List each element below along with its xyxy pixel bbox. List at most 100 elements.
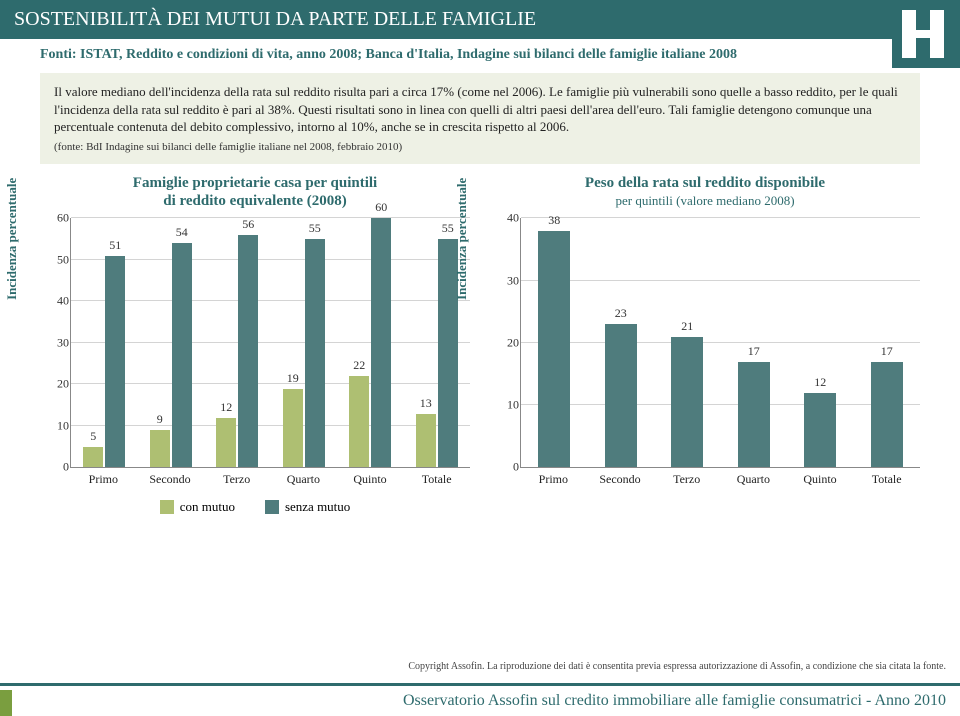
y-tick: 60: [45, 211, 69, 226]
bar: 17: [871, 362, 903, 468]
bar-value-label: 55: [309, 221, 321, 236]
bar-value-label: 56: [242, 217, 254, 232]
left-chart: Famiglie proprietarie casa per quintili …: [40, 174, 470, 515]
bar: 56: [238, 235, 258, 467]
bar: 23: [605, 324, 637, 467]
y-tick: 10: [495, 398, 519, 413]
right-plot: 010203040382321171217: [520, 218, 920, 468]
page-title: SOSTENIBILITÀ DEI MUTUI DA PARTE DELLE F…: [0, 0, 960, 39]
bar-value-label: 19: [287, 371, 299, 386]
bar-value-label: 17: [881, 344, 893, 359]
bar-group: 12: [787, 218, 854, 467]
y-tick: 20: [45, 377, 69, 392]
bar-value-label: 54: [176, 225, 188, 240]
y-tick: 40: [45, 294, 69, 309]
left-x-labels: PrimoSecondoTerzoQuartoQuintoTotale: [70, 468, 470, 487]
y-tick: 0: [495, 460, 519, 475]
legend-item: senza mutuo: [265, 499, 350, 515]
bar: 12: [216, 418, 236, 468]
bar-group: 1256: [204, 218, 271, 467]
bar-value-label: 9: [157, 412, 163, 427]
summary-text: Il valore mediano dell'incidenza della r…: [54, 83, 906, 136]
bar: 22: [349, 376, 369, 467]
bar-value-label: 17: [748, 344, 760, 359]
legend-swatch: [265, 500, 279, 514]
bar-value-label: 60: [375, 200, 387, 215]
right-chart: Peso della rata sul reddito disponibile …: [490, 174, 920, 515]
left-chart-title: Famiglie proprietarie casa per quintili …: [40, 174, 470, 210]
y-axis-label: Incidenza percentuale: [4, 178, 20, 300]
y-axis-label: Incidenza percentuale: [454, 178, 470, 300]
x-label: Secondo: [137, 468, 204, 487]
right-chart-title: Peso della rata sul reddito disponibile …: [490, 174, 920, 210]
bar-value-label: 23: [615, 306, 627, 321]
bar: 51: [105, 256, 125, 468]
chart-title-line2: per quintili (valore mediano 2008): [615, 193, 794, 208]
bar-group: 21: [654, 218, 721, 467]
bar: 19: [283, 389, 303, 468]
bar-value-label: 21: [681, 319, 693, 334]
y-tick: 50: [45, 252, 69, 267]
bar-value-label: 13: [420, 396, 432, 411]
y-tick: 20: [495, 335, 519, 350]
footer-bar: Osservatorio Assofin sul credito immobil…: [0, 683, 960, 716]
bar-value-label: 22: [353, 358, 365, 373]
summary-note: (fonte: BdI Indagine sui bilanci delle f…: [54, 140, 906, 155]
x-label: Quarto: [270, 468, 337, 487]
x-label: Secondo: [587, 468, 654, 487]
chart-title-line2: di reddito equivalente (2008): [163, 193, 346, 209]
copyright-text: Copyright Assofin. La riproduzione dei d…: [408, 661, 946, 672]
bar-value-label: 12: [220, 400, 232, 415]
y-tick: 40: [495, 211, 519, 226]
logo-icon: [892, 0, 960, 68]
y-tick: 30: [45, 335, 69, 350]
bar-group: 17: [721, 218, 788, 467]
source-line: Fonti: ISTAT, Reddito e condizioni di vi…: [0, 39, 960, 69]
x-label: Quarto: [720, 468, 787, 487]
bar: 9: [150, 430, 170, 467]
bar-group: 17: [854, 218, 921, 467]
right-x-labels: PrimoSecondoTerzoQuartoQuintoTotale: [520, 468, 920, 487]
bar-value-label: 38: [548, 213, 560, 228]
summary-box: Il valore mediano dell'incidenza della r…: [40, 73, 920, 164]
bar-group: 954: [138, 218, 205, 467]
bar-value-label: 5: [90, 429, 96, 444]
bar: 60: [371, 218, 391, 467]
bar-value-label: 12: [814, 375, 826, 390]
footer-accent: [0, 690, 12, 716]
bar-value-label: 51: [109, 238, 121, 253]
x-label: Quinto: [787, 468, 854, 487]
chart-title-line1: Peso della rata sul reddito disponibile: [585, 175, 825, 191]
left-legend: con mutuo senza mutuo: [40, 499, 470, 515]
bar-group: 2260: [337, 218, 404, 467]
y-tick: 30: [495, 273, 519, 288]
bar-group: 551: [71, 218, 138, 467]
x-label: Terzo: [653, 468, 720, 487]
bar: 54: [172, 243, 192, 467]
x-label: Quinto: [337, 468, 404, 487]
legend-item: con mutuo: [160, 499, 235, 515]
bar: 38: [538, 231, 570, 468]
bar-group: 1955: [271, 218, 338, 467]
bar: 5: [83, 447, 103, 468]
y-tick: 0: [45, 460, 69, 475]
bar: 17: [738, 362, 770, 468]
left-plot: 01020304050605519541256195522601355: [70, 218, 470, 468]
x-label: Primo: [70, 468, 137, 487]
x-label: Terzo: [203, 468, 270, 487]
bar-group: 23: [588, 218, 655, 467]
y-tick: 10: [45, 418, 69, 433]
bar: 55: [305, 239, 325, 467]
x-label: Totale: [403, 468, 470, 487]
bar-value-label: 55: [442, 221, 454, 236]
legend-label: senza mutuo: [285, 499, 350, 515]
bar: 12: [804, 393, 836, 468]
bar: 21: [671, 337, 703, 468]
bar: 13: [416, 414, 436, 468]
chart-title-line1: Famiglie proprietarie casa per quintili: [133, 175, 377, 191]
x-label: Primo: [520, 468, 587, 487]
legend-swatch: [160, 500, 174, 514]
bar-group: 38: [521, 218, 588, 467]
x-label: Totale: [853, 468, 920, 487]
legend-label: con mutuo: [180, 499, 235, 515]
